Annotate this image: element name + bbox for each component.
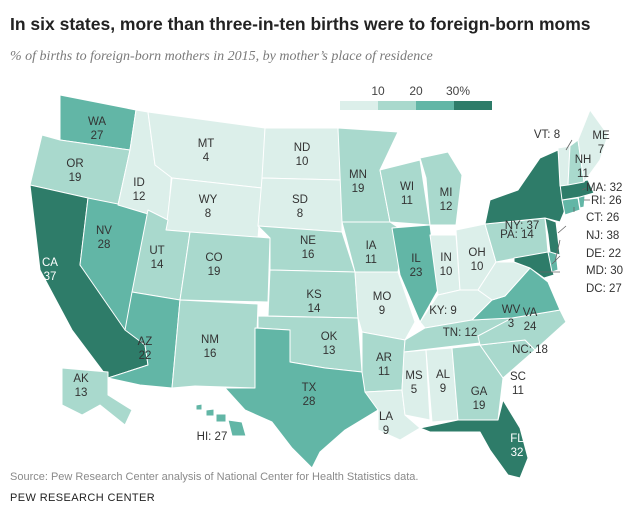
- state-NJ: [544, 217, 561, 256]
- label-DC: DC: 27: [586, 283, 622, 295]
- label-HI: HI: 27: [197, 431, 228, 443]
- label-SC: SC 11: [510, 371, 526, 397]
- label-MD: MD: 30: [586, 265, 623, 277]
- chart-subtitle: % of births to foreign-born mothers in 2…: [10, 49, 433, 64]
- state-MS: [401, 349, 431, 421]
- label-OR: OR 19: [66, 158, 83, 184]
- legend-swatch-30-plus: [454, 101, 492, 110]
- state-GA: [451, 344, 504, 421]
- label-MT: MT 4: [198, 138, 215, 164]
- state-ME: [577, 109, 609, 183]
- state-TX: [224, 327, 379, 469]
- state-ND: [261, 127, 343, 181]
- state-AK: [61, 367, 133, 426]
- label-MN: MN 19: [349, 169, 367, 195]
- label-SD: SD 8: [292, 194, 308, 220]
- legend-tick-10: 10: [371, 84, 385, 98]
- label-TX: TX 28: [302, 382, 317, 408]
- legend-swatch-10-20: [378, 101, 416, 110]
- label-TN: TN: 12: [443, 327, 478, 339]
- label-VA: VA 24: [523, 307, 538, 333]
- label-NH: NH 11: [575, 154, 592, 180]
- label-AR: AR 11: [376, 352, 392, 378]
- state-shapes: [29, 94, 609, 479]
- label-IL: IL 23: [410, 253, 423, 279]
- label-AZ: AZ 22: [138, 336, 153, 362]
- label-MS: MS 5: [405, 370, 423, 396]
- legend-tick-30: 30%: [445, 84, 471, 98]
- label-MA: MA: 32: [586, 182, 622, 194]
- label-FL: FL 32: [510, 433, 524, 459]
- label-MI: MI 12: [440, 187, 453, 213]
- label-ID: ID 12: [133, 177, 146, 203]
- state-MI: [419, 151, 463, 226]
- label-KY: KY: 9: [429, 305, 457, 317]
- source-note: Source: Pew Research Center analysis of …: [10, 471, 419, 483]
- label-CT: CT: 26: [586, 212, 619, 224]
- label-OH: OH 10: [468, 247, 485, 273]
- state-FL: [419, 399, 529, 479]
- label-NJ: NJ: 38: [586, 230, 619, 242]
- legend-swatch-20-30: [416, 101, 454, 110]
- label-KS: KS 14: [306, 289, 322, 315]
- label-ME: ME 7: [592, 130, 610, 156]
- label-CA: CA 37: [42, 257, 58, 283]
- chart-title: In six states, more than three-in-ten bi…: [10, 14, 591, 34]
- label-MO: MO 9: [373, 291, 392, 317]
- state-IL: [391, 224, 439, 323]
- label-RI: RI: 26: [591, 195, 622, 207]
- label-PA: PA: 14: [500, 229, 534, 241]
- label-NM: NM 16: [201, 334, 219, 360]
- label-NE: NE 16: [300, 235, 316, 261]
- state-CO: [179, 231, 271, 303]
- label-AK: AK 13: [73, 373, 89, 399]
- label-WA: WA 27: [88, 116, 106, 142]
- label-WY: WY 8: [199, 194, 218, 220]
- label-OK: OK 13: [321, 331, 338, 357]
- label-ND: ND 10: [294, 142, 311, 168]
- label-AL: AL 9: [436, 369, 451, 395]
- state-NM: [171, 299, 259, 389]
- state-HI: [195, 403, 247, 437]
- label-LA: LA 9: [379, 411, 393, 437]
- legend-tick-20: 20: [409, 84, 423, 98]
- leader-lines: [540, 139, 590, 273]
- legend: 10 20 30%: [340, 84, 492, 112]
- label-NY: NY: 37: [505, 220, 540, 232]
- label-VT: VT: 8: [534, 129, 560, 141]
- label-WI: WI 11: [400, 181, 414, 207]
- state-labels: WA 27 OR 19 CA 37 NV 28 ID 12 MT 4 WY 8 UT 14 AZ…: [42, 116, 623, 459]
- label-CO: CO 19: [205, 252, 222, 278]
- label-IA: IA 11: [365, 240, 377, 266]
- label-NV: NV 28: [96, 225, 112, 251]
- label-DE: DE: 22: [586, 248, 621, 260]
- legend-swatch-0-10: [340, 101, 378, 110]
- brand-footer: PEW RESEARCH CENTER: [10, 492, 156, 504]
- label-WV: WV 3: [502, 304, 521, 330]
- state-NY: [484, 149, 566, 225]
- label-GA: GA 19: [471, 386, 488, 412]
- label-UT: UT 14: [149, 245, 164, 271]
- state-WY: [165, 177, 263, 239]
- state-CT: [561, 197, 581, 216]
- label-IN: IN 10: [440, 252, 453, 278]
- label-NC: NC: 18: [512, 344, 548, 356]
